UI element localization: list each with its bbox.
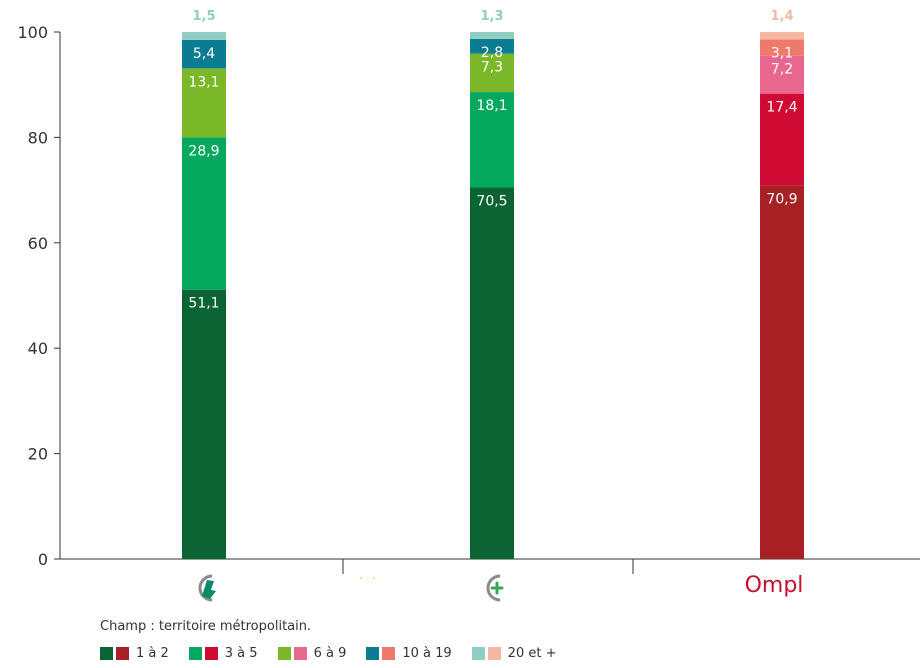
legend-swatch	[100, 646, 113, 660]
legend-label: 10 à 19	[402, 645, 452, 661]
legend-swatch	[382, 646, 396, 660]
bar-segment	[760, 93, 804, 186]
legend: 1 à 2 3 à 5 6 à 9 10 à 19 20 et +	[100, 643, 576, 663]
bar-segment	[760, 32, 804, 40]
value-label: 5,4	[193, 46, 215, 62]
legend-swatch	[277, 646, 291, 660]
bar-segment	[470, 187, 514, 559]
legend-item: 1 à 2	[100, 646, 169, 661]
value-label: 2,8	[481, 45, 503, 61]
category-logo-ompl: Ompl	[745, 573, 804, 598]
legend-item: 10 à 19	[366, 645, 452, 661]
stray-dot	[360, 577, 362, 579]
value-label: 28,9	[188, 143, 219, 159]
y-tick-label: 40	[28, 339, 48, 358]
bar-segment	[760, 185, 804, 559]
value-label: 13,1	[188, 74, 219, 90]
legend-label: 20 et +	[507, 645, 557, 661]
value-label: 18,1	[476, 98, 507, 114]
logo-1-mark	[202, 580, 216, 599]
stacked-bar-chart: 0 20 40 60 80 100 51,1 28,9 13,1 5,4 1,5 70,5 18,1 7…	[17, 9, 920, 602]
value-label: 3,1	[771, 45, 793, 61]
y-tick-label: 20	[28, 445, 48, 464]
bar-segment	[470, 92, 514, 188]
category-logo-1	[198, 574, 216, 602]
legend-label: 3 à 5	[224, 645, 258, 661]
value-label: 70,5	[476, 193, 507, 209]
value-label: 1,4	[770, 9, 793, 24]
bar-segment	[182, 289, 226, 559]
value-label: 70,9	[766, 191, 797, 207]
bar-segment	[182, 39, 226, 69]
bar-segment	[182, 32, 226, 40]
stray-dot	[373, 577, 375, 579]
legend-swatch	[204, 646, 218, 660]
category-logo-2	[486, 574, 504, 602]
bar-segment	[182, 137, 226, 290]
legend-swatch	[366, 646, 380, 660]
logo-1-ring	[198, 574, 213, 602]
legend-swatch	[293, 646, 307, 660]
bar-segment	[182, 68, 226, 138]
y-tick-label: 100	[17, 23, 48, 42]
value-label: 1,3	[480, 9, 503, 24]
legend-label: 6 à 9	[313, 645, 347, 661]
bars: 51,1 28,9 13,1 5,4 1,5 70,5 18,1 7,32,8 1,3 70,9 1…	[182, 9, 804, 559]
value-label: 17,4	[766, 100, 797, 116]
bar-segment	[470, 32, 514, 39]
bar-segment	[470, 53, 514, 93]
legend-swatch	[188, 646, 202, 660]
scope-note: Champ : territoire métropolitain.	[100, 619, 312, 634]
logo-2-ring	[486, 574, 501, 602]
logo-2-plus	[490, 581, 504, 595]
legend-swatch	[487, 646, 501, 660]
y-tick-label: 60	[28, 234, 48, 253]
bar-segment	[760, 55, 804, 94]
y-tick-label: 0	[38, 550, 48, 569]
legend-item: 6 à 9	[277, 645, 347, 661]
bar-segment	[470, 38, 514, 54]
y-tick-label: 80	[28, 128, 48, 147]
legend-item: 20 et +	[471, 645, 557, 661]
value-label: 1,5	[192, 9, 215, 24]
legend-label: 1 à 2	[136, 645, 169, 661]
bar-segment	[760, 39, 804, 56]
value-label: 7,3	[481, 60, 503, 76]
legend-swatch	[116, 646, 129, 660]
category-logos: Ompl	[198, 573, 804, 602]
legend-swatch	[471, 646, 485, 660]
value-label: 51,1	[188, 296, 219, 312]
legend-item: 3 à 5	[188, 645, 258, 661]
value-label: 7,2	[771, 62, 793, 78]
